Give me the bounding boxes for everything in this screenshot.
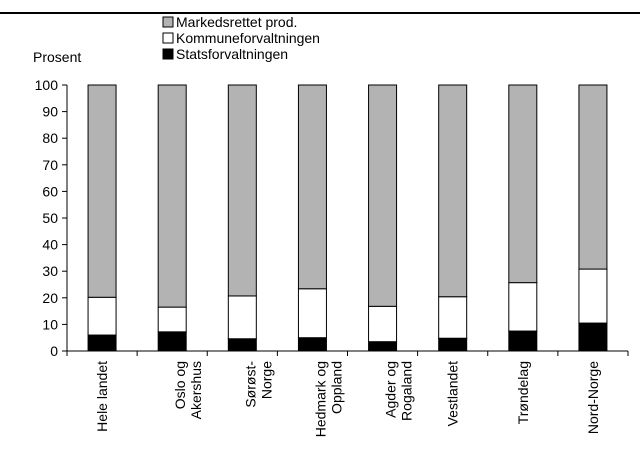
legend-item: Kommuneforvaltningen: [162, 30, 320, 46]
x-tick-label-line: Norge: [258, 361, 274, 399]
bar-stack: [157, 84, 187, 352]
bar-segment: [227, 84, 257, 297]
bar-stack: [578, 84, 608, 352]
y-tick-label: 60: [42, 183, 58, 199]
y-tick-label: 100: [35, 77, 59, 93]
bar-segment: [297, 84, 327, 290]
legend-label: Statsforvaltningen: [176, 46, 288, 62]
bar-segment: [578, 268, 608, 324]
x-tick-label-line: Rogaland: [399, 361, 415, 421]
bar-stack: [227, 84, 257, 352]
y-tick-label: 80: [42, 130, 58, 146]
bar-segment: [368, 84, 398, 307]
bar-segment: [157, 84, 187, 308]
bar-segment: [87, 296, 117, 336]
bar-segment: [508, 84, 538, 284]
bar-segment: [297, 288, 327, 339]
x-tick-label: Sørøst-Norge: [242, 361, 274, 408]
bar-segment: [157, 331, 187, 352]
x-tick-label-line: Agder og: [383, 361, 399, 418]
y-tick-label: 90: [42, 104, 58, 120]
x-tick-label: Vestlandet: [445, 361, 461, 426]
bar-stack: [297, 84, 327, 352]
bar-segment: [227, 295, 257, 340]
y-tick-label: 0: [50, 343, 58, 359]
y-axis: 0 10 20 30 40 50 60 70 80 90 100: [35, 77, 68, 359]
bar-segment: [368, 341, 398, 352]
x-tick-label-line: Sørøst-: [242, 361, 258, 408]
bar-segment: [508, 330, 538, 352]
bar-stack: [87, 84, 117, 352]
bar-segment: [438, 84, 468, 298]
legend: Markedsrettet prod.KommuneforvaltningenS…: [162, 14, 320, 62]
legend-label: Kommuneforvaltningen: [176, 30, 320, 46]
x-tick-label-line: Hedmark og: [312, 361, 328, 437]
legend-swatch: [162, 32, 174, 44]
x-tick-label: Agder ogRogaland: [383, 361, 415, 421]
legend-label: Markedsrettet prod.: [176, 14, 297, 30]
y-tick-label: 20: [42, 290, 58, 306]
legend-item: Markedsrettet prod.: [162, 14, 297, 30]
legend-swatch: [162, 48, 174, 60]
bar-segment: [578, 84, 608, 270]
y-tick-label: 70: [42, 157, 58, 173]
bar-segment: [438, 296, 468, 339]
bar-stack: [438, 84, 468, 352]
bar-segment: [87, 84, 117, 298]
bar-segment: [438, 337, 468, 352]
bar-stack: [368, 84, 398, 352]
x-tick-label: Hedmark ogOppland: [312, 361, 344, 437]
y-tick-label: 50: [42, 210, 58, 226]
x-tick-label-line: Vestlandet: [445, 361, 461, 426]
y-tick-label: 40: [42, 237, 58, 253]
x-tick-label: Hele landet: [94, 361, 110, 432]
bar-segment: [508, 282, 538, 332]
legend-item: Statsforvaltningen: [162, 46, 288, 62]
bar-segment: [297, 337, 327, 352]
bar-segment: [227, 338, 257, 352]
bars: [87, 84, 608, 352]
x-tick-label: Nord-Norge: [585, 361, 601, 434]
x-tick-label-line: Oppland: [328, 361, 344, 414]
x-tick-label: Trøndelag: [515, 361, 531, 424]
y-axis-label: Prosent: [33, 49, 81, 65]
bar-stack: [508, 84, 538, 352]
bar-segment: [87, 334, 117, 352]
bar-segment: [368, 305, 398, 343]
x-tick-label-line: Trøndelag: [515, 361, 531, 424]
x-tick-label-line: Hele landet: [94, 361, 110, 432]
x-tick-label-line: Nord-Norge: [585, 361, 601, 434]
x-tick-label-line: Akershus: [188, 361, 204, 419]
bar-segment: [578, 322, 608, 352]
x-tick-label: Oslo ogAkershus: [172, 361, 204, 419]
y-tick-label: 10: [42, 316, 58, 332]
bar-segment: [157, 306, 187, 333]
x-axis: Hele landet Oslo ogAkershus Sørøst-Norge He…: [66, 350, 629, 437]
legend-swatch: [162, 16, 174, 28]
y-tick-label: 30: [42, 263, 58, 279]
x-tick-label-line: Oslo og: [172, 361, 188, 409]
